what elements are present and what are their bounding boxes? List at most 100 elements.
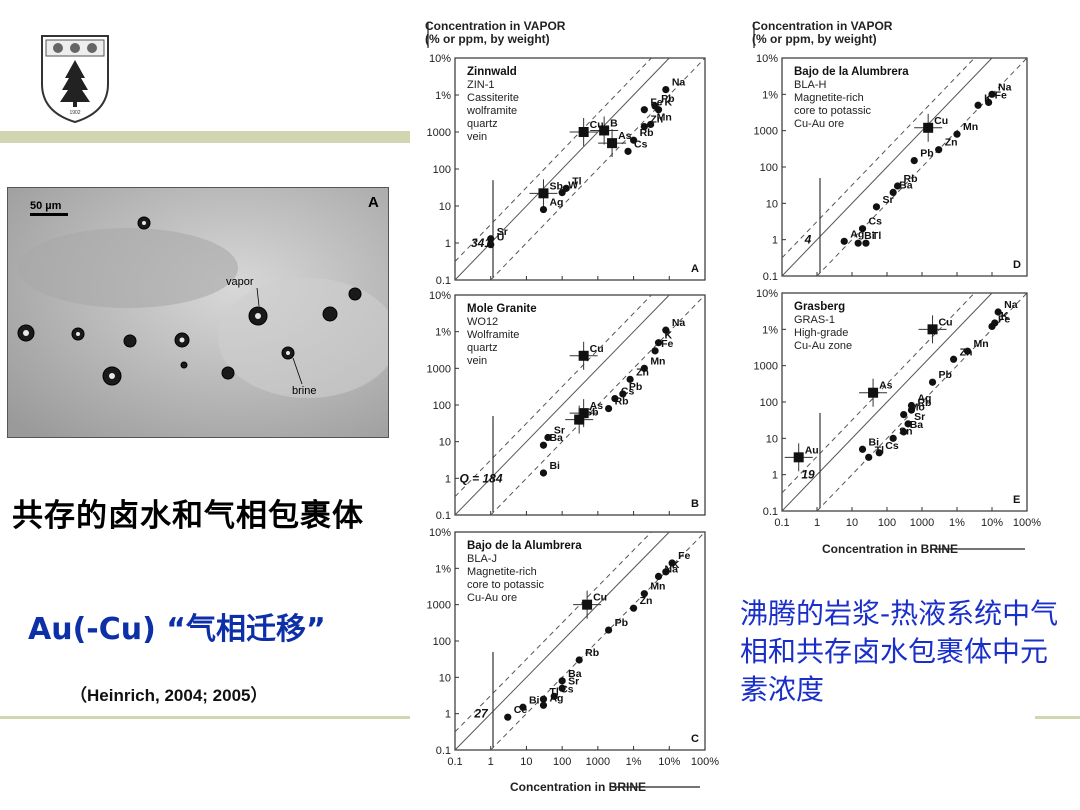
panel-a-point-u-label: U — [497, 232, 505, 244]
panel-d-point-ba — [889, 188, 897, 196]
panel-e-point-rb-label: Rb — [917, 397, 931, 409]
panel-e-point-na — [994, 308, 1002, 316]
panel-d-point-ag — [840, 237, 848, 245]
scale-bar-label: 50 µm — [30, 200, 62, 212]
panel-c-description-line: core to potassic — [467, 579, 545, 591]
panel-b-description-line: vein — [467, 355, 487, 367]
panel-a-lower-guide — [490, 57, 706, 281]
panel-a-point-rb-label: Rb — [640, 127, 654, 139]
panel-a-point-pb-label: Pb — [661, 93, 674, 105]
panel-c-point-pb — [605, 626, 613, 634]
panel-d-point-sr-label: Sr — [882, 194, 893, 206]
panel-e-ytick-label: 0.1 — [763, 506, 778, 518]
panel-e-xtick-label: 10 — [846, 517, 858, 529]
panel-d-point-fe — [985, 98, 993, 106]
panel-c-point-k — [662, 568, 670, 576]
panel-a-ytick-label: 1 — [445, 238, 451, 250]
panel-c-subtitle: BLA-J — [467, 553, 497, 565]
panel-a-point-tl — [562, 184, 570, 192]
panel-e-point-au — [793, 452, 804, 463]
panel-d-point-cs-label: Cs — [869, 216, 883, 228]
panel-b-point-cs — [611, 394, 619, 403]
panel-a-subtitle: ZIN-1 — [467, 79, 495, 91]
panel-b-subtitle: WO12 — [467, 316, 498, 328]
panel-b-point-zn — [626, 375, 634, 383]
panel-b-point-pb-label: Pb — [629, 381, 642, 393]
panel-e-point-au-label: Au — [805, 444, 819, 456]
panel-e-point-cu — [927, 324, 938, 335]
panel-e-ytick-label: 1000 — [754, 361, 778, 373]
panel-d-point-k — [974, 101, 982, 109]
panel-d-point-cs — [858, 225, 867, 233]
panel-e-xtick-label: 100% — [1013, 517, 1041, 529]
panel-d-point-cu — [923, 122, 934, 133]
panel-d-upper-guide — [781, 57, 975, 259]
panel-c-xtick-label: 10 — [520, 756, 532, 768]
panel-d-ytick-label: 0.1 — [763, 271, 778, 283]
panel-d-point-rb-label: Rb — [904, 173, 918, 185]
panel-e-description-line: Cu-Au zone — [794, 340, 852, 352]
panel-e-point-pb-label: Pb — [939, 369, 952, 381]
y-header-right-line1: Concentration in VAPOR — [752, 19, 893, 33]
panel-d-q-label: 4 — [804, 233, 812, 247]
fluid-inclusion-photo: 50 µm A vapor brine — [7, 187, 389, 438]
panel-e-point-ag-label: Ag — [917, 393, 931, 405]
panel-e-point-cs-label: Cs — [885, 440, 899, 452]
panel-e-equal-line — [781, 292, 993, 512]
y-header-left-line2: (% or ppm, by weight) — [425, 32, 550, 46]
panel-a-point-as — [607, 138, 618, 149]
panel-a-point-mn-label: Mn — [657, 111, 672, 123]
panel-b-ytick-label: 1 — [445, 473, 451, 485]
panel-c-point-na — [654, 572, 663, 580]
panel-b-point-fe-label: Fe — [661, 338, 673, 350]
panel-e-point-na-label: Na — [1004, 299, 1018, 311]
panel-b-ytick-label: 10% — [429, 290, 451, 302]
panel-b-point-na — [662, 326, 670, 334]
panel-e-ytick-label: 100 — [760, 397, 778, 409]
panel-e-ytick-label: 10% — [756, 288, 778, 300]
panel-d-point-ba-label: Ba — [899, 179, 913, 191]
panel-c-ytick-label: 1 — [445, 709, 451, 721]
panel-d-point-rb — [893, 182, 902, 190]
panel-a-upper-guide — [454, 57, 652, 262]
panel-e-point-zn — [950, 355, 958, 363]
panel-a-ytick-label: 1% — [435, 90, 451, 102]
panel-c-point-ag — [539, 701, 548, 709]
panel-c-point-mn — [640, 590, 648, 598]
panel-c-ytick-label: 100 — [433, 636, 451, 648]
panel-d-subtitle: BLA-H — [794, 79, 826, 91]
panel-e-description-line: High-grade — [794, 327, 848, 339]
panel-b-ytick-label: 10 — [439, 437, 451, 449]
panel-b-point-as-label: As — [590, 400, 604, 412]
panel-c-point-bi — [519, 703, 527, 711]
panel-c-point-cs — [550, 692, 558, 700]
panel-b-upper-guide — [454, 294, 652, 498]
panel-c-ytick-label: 1% — [435, 563, 451, 575]
panel-c-panel-letter: C — [691, 733, 699, 745]
panel-e-point-sr-label: Sr — [914, 411, 925, 423]
panel-a-point-fe — [640, 106, 648, 114]
panel-c-ytick-label: 10 — [439, 672, 451, 684]
panel-a-point-rb — [629, 136, 638, 144]
panel-b-point-na-label: Na — [672, 317, 686, 329]
panel-e-xtick-label: 10% — [981, 517, 1003, 529]
y-header-right: Concentration in VAPOR (% or ppm, by wei… — [752, 20, 892, 46]
panel-c-lower-guide — [490, 531, 706, 751]
panel-a-point-k — [654, 106, 663, 114]
panel-e-point-mn — [963, 347, 972, 355]
panel-a-point-u — [487, 241, 495, 249]
panel-c-point-fe — [668, 559, 676, 567]
panel-e-point-as — [868, 387, 879, 398]
panel-b-ytick-label: 100 — [433, 400, 451, 412]
panel-e-point-tl — [865, 453, 873, 461]
panel-d-point-bi-label: Bi — [864, 230, 875, 242]
vapor-label: vapor — [226, 276, 254, 288]
panel-b-point-sb-label: Sb — [585, 407, 598, 419]
panel-e-xtick-label: 0.1 — [774, 517, 789, 529]
panel-e-xtick-label: 100 — [878, 517, 896, 529]
panel-b-point-ba-label: Ba — [549, 432, 563, 444]
panel-a-point-cs — [624, 147, 632, 155]
panel-e-subtitle: GRAS-1 — [794, 314, 835, 326]
panel-a-point-mn — [647, 120, 655, 129]
panel-b-point-bi-label: Bi — [549, 460, 560, 472]
